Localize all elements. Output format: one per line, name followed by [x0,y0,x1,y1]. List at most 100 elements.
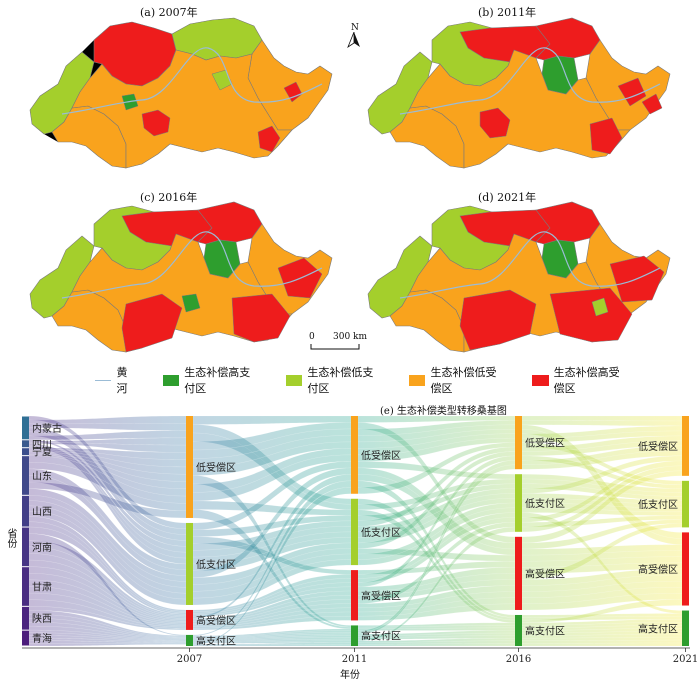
legend-river: 黄河 [95,364,135,396]
sankey-province-label: 宁夏 [32,446,52,459]
sankey-node-stage [186,609,193,630]
sankey-flow [28,415,187,425]
sankey-flow [28,481,187,519]
sankey-xlabel: 年份 [340,670,360,681]
scale-distance: 300 km [333,332,368,342]
legend-swatch [162,374,180,386]
sankey-stage-label: 低受偿区 [196,461,236,474]
map-title-a: (a) 2007年 [140,6,198,19]
legend-label: 生态补偿高支付区 [184,366,251,395]
sankey-stage-label: 高支付区 [525,624,565,637]
legend-label: 生态补偿高受偿区 [553,366,620,395]
sankey-province-label: 河南 [32,541,52,554]
sankey-flow [192,559,352,606]
map-title-d: (d) 2021年 [478,191,537,204]
map-2016 [29,201,333,353]
x-tick-label: 2021 [673,654,698,665]
sankey-flow [521,642,683,647]
legend-river-label: 黄河 [116,366,128,395]
sankey-stage-label: 高受偿区 [196,614,236,627]
sankey-node-stage [515,474,522,532]
sankey-flow [521,470,683,544]
sankey-node-province [22,567,29,606]
x-tick-label: 2007 [177,654,202,665]
sankey-node-stage [351,498,358,566]
sankey-diagram: 内蒙古四川宁夏山东山西河南甘肃陕西青海低受偿区低支付区高受偿区高支付区低受偿区低… [22,415,698,665]
x-tick-label: 2016 [506,654,531,665]
x-tick-label: 2011 [342,654,367,665]
sankey-node-stage [682,480,689,528]
sankey-stage-label: 低受偿区 [638,440,678,453]
map-2011 [367,17,671,169]
sankey-flow [521,523,683,580]
sankey-node-stage [515,614,522,646]
north-arrow-icon [347,32,360,48]
legend-item-low-receive: 生态补偿低受偿区 [408,364,504,396]
sankey-province-label: 甘肃 [32,581,52,594]
scale-zero: 0 [309,332,315,342]
sankey-flow [521,420,683,427]
legend-swatch [285,374,303,386]
scale-bar [310,344,360,350]
sankey-node-stage [351,416,358,494]
sankey-province-label: 青海 [32,632,52,645]
sankey-node-stage [186,634,193,646]
sankey-province-label: 内蒙古 [32,422,62,435]
sankey-stage-label: 低受偿区 [361,449,401,462]
map-legend: 黄河 生态补偿高支付区 生态补偿低支付区 生态补偿低受偿区 生态补偿高受偿区 [95,366,655,395]
sankey-node-province [22,630,29,646]
sankey-stage-label: 高受偿区 [525,567,565,580]
sankey-node-stage [186,416,193,518]
legend-label: 生态补偿低受偿区 [430,366,497,395]
legend-river-line [95,379,112,381]
sankey-stage-label: 高受偿区 [638,563,678,576]
sankey-flow [192,487,352,645]
sankey-node-stage [682,610,689,646]
sankey-flow [28,643,187,647]
sankey-node-province [22,495,29,527]
sankey-stage-label: 高支付区 [638,622,678,635]
sankey-node-stage [186,522,193,605]
sankey-node-stage [515,536,522,610]
sankey-node-stage [682,532,689,606]
sankey-node-province [22,416,29,440]
map-title-c: (c) 2016年 [140,191,198,204]
sankey-stage-label: 低支付区 [361,526,401,539]
sankey-node-province [22,448,29,456]
map-2007 [29,17,333,169]
sankey-title: (e) 生态补偿类型转移桑基图 [380,406,507,417]
map-2021 [367,201,671,353]
legend-item-high-receive: 生态补偿高受偿区 [531,364,627,396]
sankey-stage-label: 高受偿区 [361,589,401,602]
sankey-province-label: 陕西 [32,612,52,625]
sankey-flow [28,606,187,631]
sankey-province-label: 四川 [32,440,52,451]
sankey-flow [192,553,352,599]
sankey-province-label: 山西 [32,506,52,518]
map-title-b: (b) 2011年 [478,6,537,19]
sankey-node-stage [351,625,358,646]
sankey-node-province [22,606,29,630]
sankey-stage-label: 低受偿区 [525,437,565,450]
sankey-node-province [22,527,29,567]
legend-item-low-pay: 生态补偿低支付区 [285,364,381,396]
sankey-province-label: 山东 [32,469,52,482]
sankey-stage-label: 高支付区 [196,634,236,647]
sankey-flow [357,526,516,642]
legend-label: 生态补偿低支付区 [307,366,374,395]
sankey-stage-label: 低支付区 [525,497,565,510]
north-label: N [351,23,359,33]
sankey-node-province [22,440,29,448]
sankey-flow [521,415,683,422]
sankey-node-stage [515,416,522,470]
sankey-node-stage [682,416,689,476]
sankey-node-province [22,456,29,495]
sankey-flow [521,639,683,644]
sankey-stage-label: 低支付区 [638,498,678,511]
sankey-stage-label: 低支付区 [196,558,236,571]
legend-item-high-pay: 生态补偿高支付区 [162,364,258,396]
sankey-node-stage [351,570,358,621]
sankey-ylabel: 省份 [5,528,16,548]
legend-swatch [408,374,426,386]
sankey-stage-label: 高支付区 [361,630,401,643]
